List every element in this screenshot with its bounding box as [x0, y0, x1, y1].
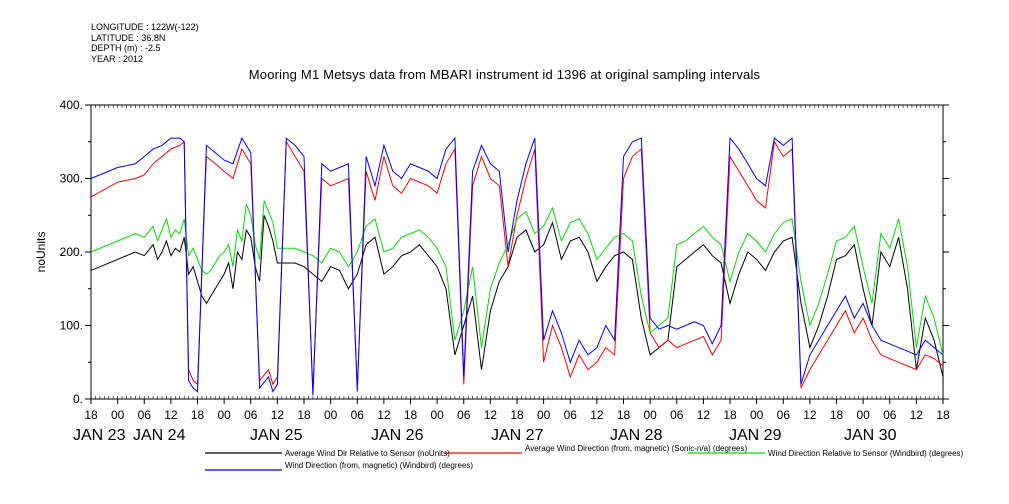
x-date-label: JAN 25	[250, 427, 303, 444]
series-line-4	[90, 136, 944, 396]
y-tick-label: 100.	[60, 319, 83, 333]
x-tick-label: 06	[564, 408, 578, 422]
chart-title: Mooring M1 Metsys data from MBARI instru…	[248, 67, 761, 82]
x-tick-label: 00	[750, 408, 764, 422]
x-tick-label: 18	[191, 408, 205, 422]
x-tick-label: 12	[590, 408, 604, 422]
x-tick-label: 18	[830, 408, 844, 422]
x-tick-label: 12	[803, 408, 817, 422]
depth-label: DEPTH (m) : -2.5	[91, 43, 161, 53]
x-tick-label: 18	[617, 408, 631, 422]
x-tick-label: 12	[484, 408, 498, 422]
legend-entry: Average Wind Dir Relative to Sensor (noU…	[285, 449, 450, 458]
latitude-label: LATITUDE : 36.8N	[91, 32, 166, 43]
plot-frame	[90, 104, 944, 400]
x-tick-label: 00	[430, 408, 444, 422]
year-label: YEAR : 2012	[91, 53, 144, 64]
x-tick-label: 00	[856, 408, 870, 422]
legend: Average Wind Dir Relative to Sensor (noU…	[205, 444, 964, 471]
y-axis: 0. 100. 200. 300. 400.	[60, 98, 949, 406]
series-line-3	[90, 200, 944, 356]
x-tick-label: 06	[457, 408, 471, 422]
legend-entry: Wind Direction Relative to Sensor (Windb…	[768, 449, 964, 458]
legend-entry: Average Wind Direction (from, magnetic) …	[525, 444, 747, 453]
x-tick-label: 12	[164, 408, 178, 422]
x-tick-label: 18	[936, 408, 950, 422]
y-axis-label: noUnits	[34, 232, 48, 273]
x-tick-label: 00	[111, 408, 125, 422]
x-tick-label: 18	[510, 408, 524, 422]
x-tick-label: 12	[697, 408, 711, 422]
x-tick-label: 00	[217, 408, 231, 422]
y-tick-label: 200.	[60, 245, 83, 259]
y-tick-label: 0.	[73, 392, 83, 406]
x-date-label: JAN 28	[610, 427, 663, 444]
legend-entry: Wind Direction (from, magnetic) (Windbir…	[285, 461, 473, 470]
series-line-2	[90, 140, 944, 392]
x-tick-label: 12	[377, 408, 391, 422]
x-tick-label: 12	[271, 408, 285, 422]
x-tick-label: 18	[297, 408, 311, 422]
x-date-label: JAN 30	[844, 427, 897, 444]
y-tick-label: 400.	[60, 98, 83, 112]
x-date-label: JAN 24	[133, 427, 186, 444]
x-tick-label: 00	[537, 408, 551, 422]
x-tick-label: 18	[404, 408, 418, 422]
series-line-1	[90, 215, 944, 378]
x-tick-label: 06	[351, 408, 365, 422]
x-tick-label: 12	[910, 408, 924, 422]
x-tick-label: 06	[244, 408, 258, 422]
x-tick-label: 18	[84, 408, 98, 422]
x-date-label: JAN 23	[73, 427, 126, 444]
x-date-label: JAN 26	[371, 427, 424, 444]
series-layer	[90, 136, 944, 396]
x-axis: 18 00 06 12 18 00 06 12 18 00 06 12 18 00 06 12 18 00 06 12…	[73, 399, 950, 444]
x-tick-label: 00	[324, 408, 338, 422]
x-tick-label: 18	[723, 408, 737, 422]
x-tick-label: 00	[643, 408, 657, 422]
minor-ticks	[90, 105, 944, 399]
x-tick-label: 06	[670, 408, 684, 422]
x-tick-label: 06	[138, 408, 152, 422]
y-tick-label: 300.	[60, 172, 83, 186]
x-tick-label: 06	[883, 408, 897, 422]
x-date-label: JAN 29	[729, 427, 782, 444]
x-tick-label: 06	[777, 408, 791, 422]
longitude-label: LONGITUDE : 122W(-122)	[91, 22, 199, 32]
metadata-block: LONGITUDE : 122W(-122) LATITUDE : 36.8N …	[91, 22, 199, 64]
x-date-label: JAN 27	[491, 427, 544, 444]
